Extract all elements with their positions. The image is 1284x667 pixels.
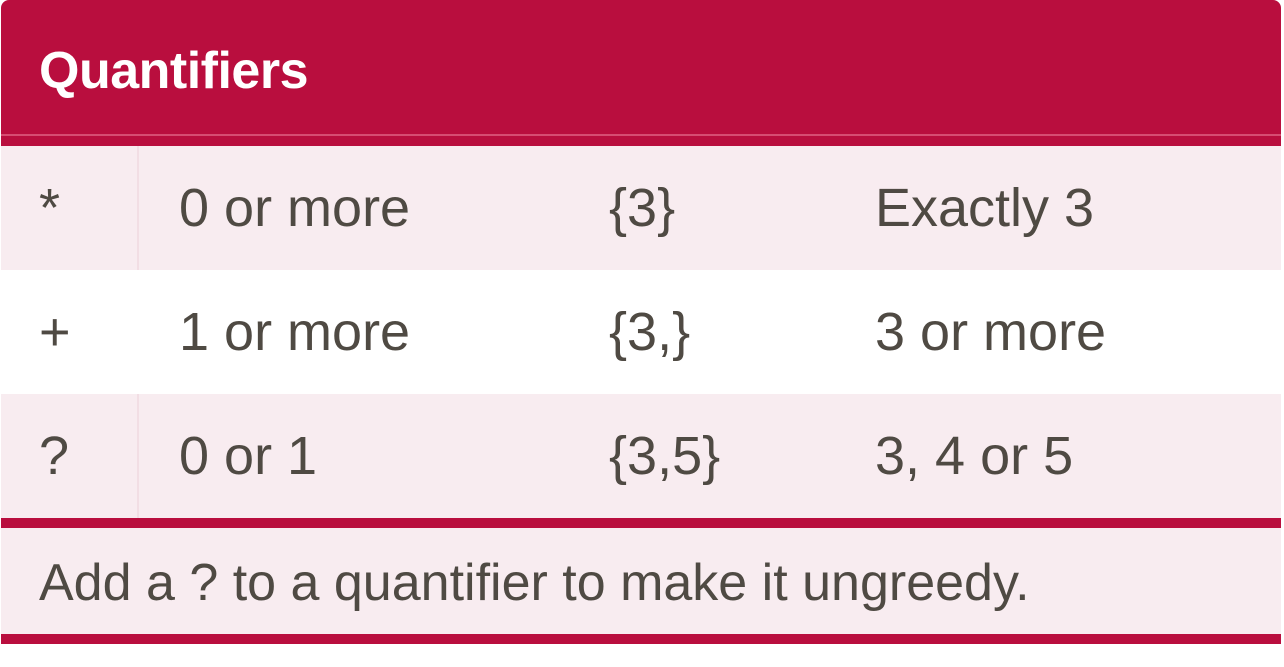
quantifier-symbol: + (1, 270, 139, 394)
card-footer: Add a ? to a quantifier to make it ungre… (1, 518, 1281, 644)
table-row: + 1 or more {3,} 3 or more (1, 270, 1281, 394)
card-title: Quantifiers (39, 42, 309, 100)
range-meaning: Exactly 3 (875, 178, 1095, 238)
table-row: * 0 or more {3} Exactly 3 (1, 146, 1281, 270)
footer-note: Add a ? to a quantifier to make it ungre… (39, 554, 1030, 612)
quantifier-symbol: * (1, 146, 139, 270)
quantifier-table: * 0 or more {3} Exactly 3 + 1 or more {3… (1, 136, 1281, 518)
range-example: {3,} (609, 302, 691, 362)
table-row: ? 0 or 1 {3,5} 3, 4 or 5 (1, 394, 1281, 518)
card-header: Quantifiers (1, 0, 1281, 136)
range-example: {3} (609, 178, 676, 238)
quantifier-meaning: 0 or more (179, 178, 411, 238)
quantifier-meaning: 1 or more (179, 302, 411, 362)
quantifier-symbol: ? (1, 394, 139, 518)
range-example: {3,5} (609, 426, 721, 486)
quantifier-meaning: 0 or 1 (179, 426, 318, 486)
range-meaning: 3 or more (875, 302, 1107, 362)
range-meaning: 3, 4 or 5 (875, 426, 1074, 486)
